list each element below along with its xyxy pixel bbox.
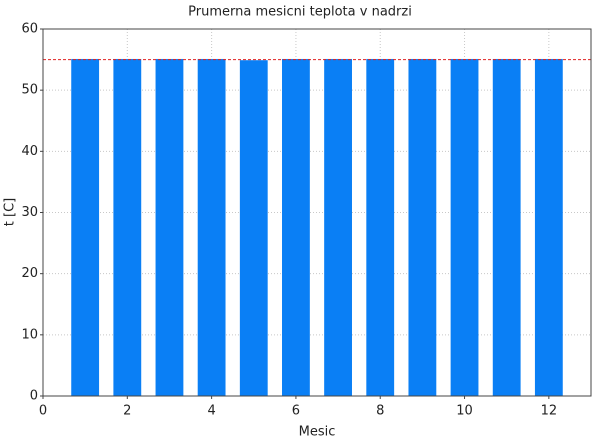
bar: [366, 58, 395, 396]
x-tick-label: 12: [541, 404, 558, 419]
bar: [492, 58, 521, 396]
x-tick-label: 2: [123, 404, 131, 419]
y-axis-label: t [C]: [3, 198, 18, 226]
x-tick-label: 0: [39, 404, 47, 419]
y-tick-label: 60: [21, 22, 38, 37]
y-tick-label: 30: [21, 205, 38, 220]
bar: [155, 58, 184, 396]
x-tick-label: 4: [207, 404, 215, 419]
plot-frame: [42, 28, 592, 397]
y-tick-label: 10: [21, 327, 38, 342]
bar: [239, 60, 268, 396]
y-tick-label: 40: [21, 144, 38, 159]
bar: [197, 58, 226, 396]
x-axis-label: Mesic: [299, 425, 336, 440]
bar: [282, 58, 310, 396]
bar: [71, 58, 100, 396]
x-tick-label: 8: [376, 404, 384, 419]
bar: [113, 58, 142, 396]
bar: [450, 58, 479, 396]
bar: [534, 58, 563, 396]
chart-title: Prumerna mesicni teplota v nadrzi: [188, 5, 412, 20]
y-tick-label: 0: [30, 389, 38, 404]
bar: [324, 58, 352, 396]
bar: [408, 58, 437, 396]
x-tick-label: 6: [292, 404, 300, 419]
y-tick-label: 50: [21, 83, 38, 98]
x-tick-label: 10: [456, 404, 473, 419]
y-tick-label: 20: [21, 266, 38, 281]
